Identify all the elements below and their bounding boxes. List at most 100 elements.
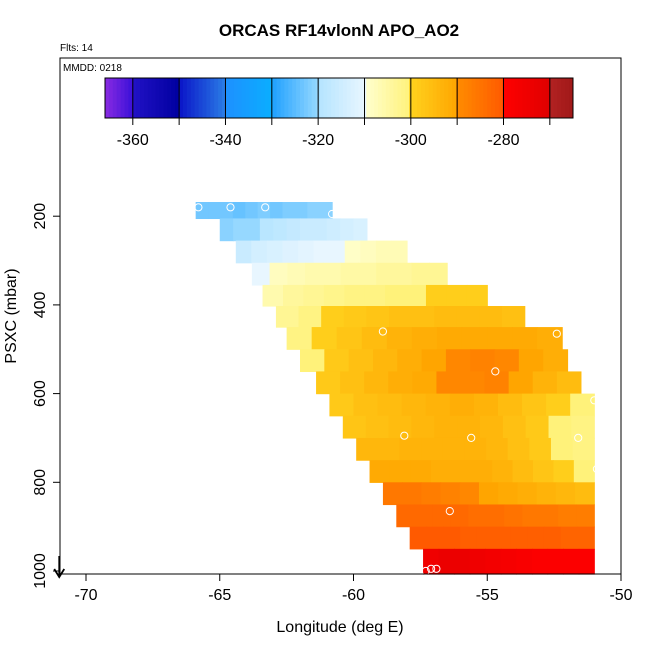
heatmap-cell: [497, 393, 523, 417]
observation-marker: [432, 564, 441, 573]
colorbar-segment: [569, 78, 574, 118]
heatmap-cell: [508, 371, 534, 395]
colorbar-segment: [225, 78, 231, 118]
heatmap-cell: [486, 437, 509, 461]
heatmap-cell: [492, 460, 514, 483]
heatmap-cell: [326, 218, 341, 242]
heatmap-cell: [396, 504, 415, 528]
colorbar-segment: [249, 78, 254, 118]
colorbar-segment: [491, 78, 496, 118]
heatmap-cell: [382, 482, 403, 506]
colorbar-segment: [264, 78, 270, 118]
heatmap-cell: [451, 460, 473, 483]
observation-marker: [445, 507, 454, 516]
colorbar-segment: [440, 78, 445, 118]
heatmap-cell: [353, 218, 368, 242]
heatmap-cell: [375, 240, 393, 264]
colorbar-segment: [389, 78, 395, 118]
heatmap-cell: [361, 327, 388, 350]
observation-marker: [194, 203, 203, 212]
heatmap-cell: [494, 349, 520, 373]
heatmap-cell: [470, 349, 496, 373]
observation-marker: [574, 433, 583, 442]
colorbar-segment: [498, 78, 504, 118]
colorbar-segment: [420, 78, 426, 118]
heatmap-cell: [485, 548, 502, 575]
observation-marker: [328, 209, 337, 219]
heatmap-cell: [423, 548, 440, 575]
heatmap-cell: [476, 526, 495, 550]
observation-marker: [595, 546, 604, 556]
colorbar-segment: [319, 78, 324, 118]
heatmap-cell: [344, 240, 361, 264]
heatmap-cell: [275, 306, 300, 328]
colorbar-tick-label: -320: [302, 132, 334, 149]
colorbar-segment: [514, 78, 519, 118]
heatmap-cell: [233, 218, 248, 242]
colorbar-segment: [342, 78, 348, 118]
heatmap-cell: [558, 504, 577, 528]
heatmap-cell: [286, 327, 313, 350]
y-tick-label: 800: [32, 469, 49, 496]
observation-marker: [592, 464, 602, 474]
colorbar-segment: [393, 78, 398, 118]
heatmap-cell: [548, 415, 572, 439]
colorbar-segment: [292, 78, 297, 118]
heatmap-cell: [434, 306, 458, 328]
colorbar-segment: [210, 78, 215, 118]
colorbar-segment: [467, 78, 473, 118]
colorbar-segment: [378, 78, 383, 118]
colorbar-segment: [537, 78, 543, 118]
heatmap-cell: [479, 415, 504, 439]
colorbar-ticks: -360 -340 -320 -300 -280: [117, 118, 551, 149]
heatmap-cell: [563, 548, 580, 575]
colorbar-segment: [483, 78, 488, 118]
colorbar-segment: [288, 78, 293, 118]
colorbar-segment: [155, 78, 161, 118]
colorbar-segment: [124, 78, 129, 118]
colorbar-segment: [300, 78, 305, 118]
heatmap-cell: [479, 306, 503, 328]
heatmap-cell: [449, 393, 475, 417]
heatmap-cell: [473, 393, 499, 417]
y-axis: 200 400 600 800 1000: [32, 203, 60, 589]
colorbar-segment: [307, 78, 313, 118]
colorbar-segment: [194, 78, 200, 118]
heatmap-cell: [411, 262, 430, 286]
heatmap-cell: [502, 415, 527, 439]
colorbar-segment: [456, 78, 461, 118]
colorbar-segment: [120, 78, 125, 118]
observation-marker: [552, 329, 561, 338]
colorbar-segment: [522, 78, 527, 118]
colorbar-segment: [530, 78, 535, 118]
heatmap-cell: [493, 526, 511, 550]
heatmap-cell: [389, 460, 412, 483]
heatmap-cell: [454, 548, 471, 575]
heatmap-cell: [486, 504, 505, 528]
heatmap-cell: [421, 437, 444, 461]
heatmap-cell: [294, 202, 308, 220]
colorbar-segment: [241, 78, 246, 118]
heatmap-cell: [282, 202, 296, 220]
heatmap-cell: [430, 460, 452, 483]
date-annotation: MMDD: 0218: [63, 63, 122, 74]
colorbar-segment: [471, 78, 476, 118]
heatmap-cell: [510, 526, 528, 550]
observation-marker: [467, 433, 476, 442]
plot-frame: [59, 57, 622, 575]
heatmap-cell: [550, 437, 574, 461]
heatmap-cell: [358, 262, 377, 286]
colorbar-segment: [280, 78, 285, 118]
heatmap-cell: [319, 202, 333, 220]
colorbar-segment: [171, 78, 176, 118]
heatmap-cell: [434, 415, 458, 439]
heatmap-cell: [377, 393, 403, 417]
x-tick-label: -50: [609, 587, 632, 604]
heatmap-cell: [560, 526, 579, 550]
heatmap-cell: [344, 284, 366, 307]
heatmap-cell: [546, 393, 571, 417]
colorbar-segment: [303, 78, 309, 118]
heatmap-cell: [425, 284, 447, 307]
heatmap-cell: [577, 526, 595, 550]
heatmap-cell: [316, 371, 341, 395]
